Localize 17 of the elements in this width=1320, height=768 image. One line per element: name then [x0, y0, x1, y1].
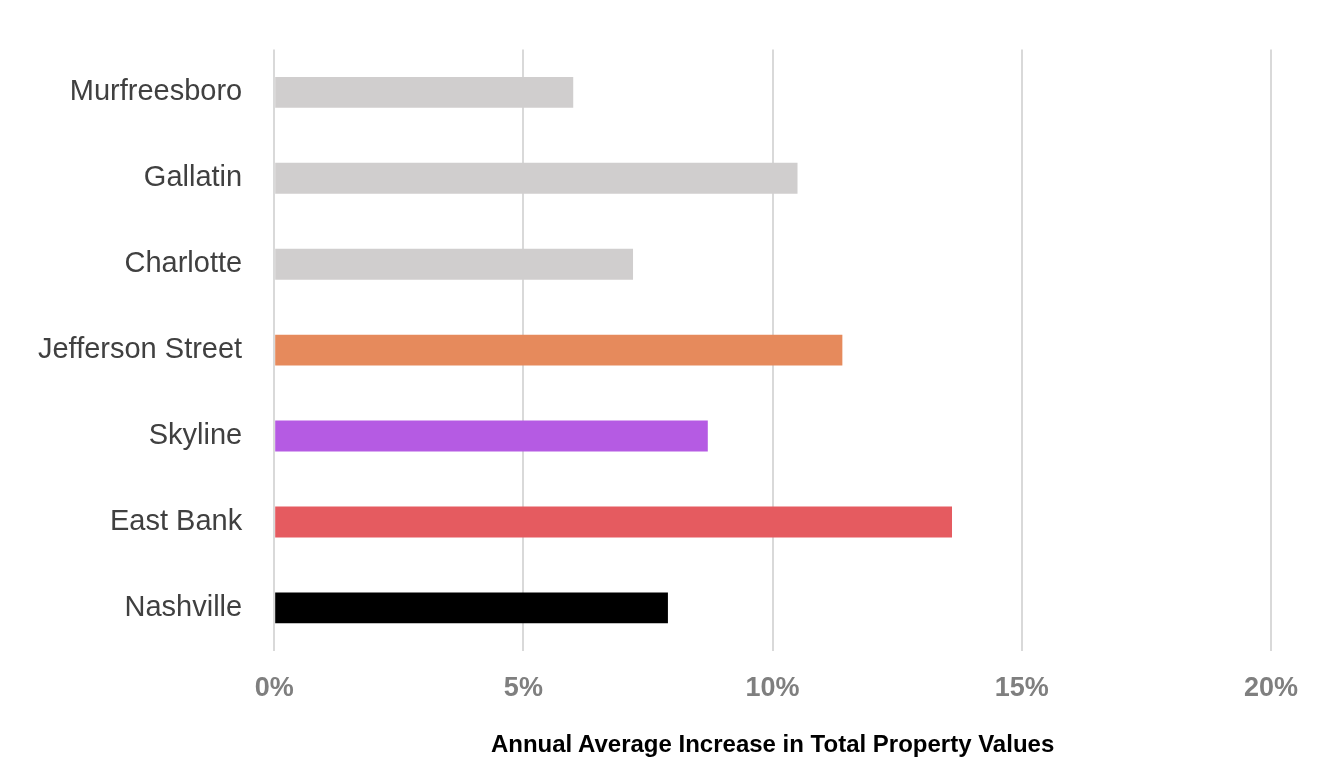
x-tick-label: 20% [1243, 672, 1298, 703]
x-axis-title: Annual Average Increase in Total Property Values [490, 730, 1055, 758]
bar [275, 334, 843, 366]
x-tick-label: 5% [503, 672, 543, 703]
x-tick-label: 15% [994, 672, 1049, 703]
bar [275, 506, 953, 538]
bar [275, 420, 708, 452]
y-tick-label: Skyline [148, 418, 243, 451]
x-tick-label: 0% [254, 672, 294, 703]
x-tick-label: 10% [745, 672, 800, 703]
y-tick-label: East Bank [110, 503, 243, 536]
y-tick-label: Charlotte [124, 246, 243, 279]
y-tick-label: Gallatin [143, 160, 243, 193]
y-tick-label: Nashville [124, 589, 243, 622]
y-tick-label: Murfreesboro [69, 74, 243, 107]
y-tick-label: Jefferson Street [37, 332, 243, 365]
bar [275, 592, 668, 624]
